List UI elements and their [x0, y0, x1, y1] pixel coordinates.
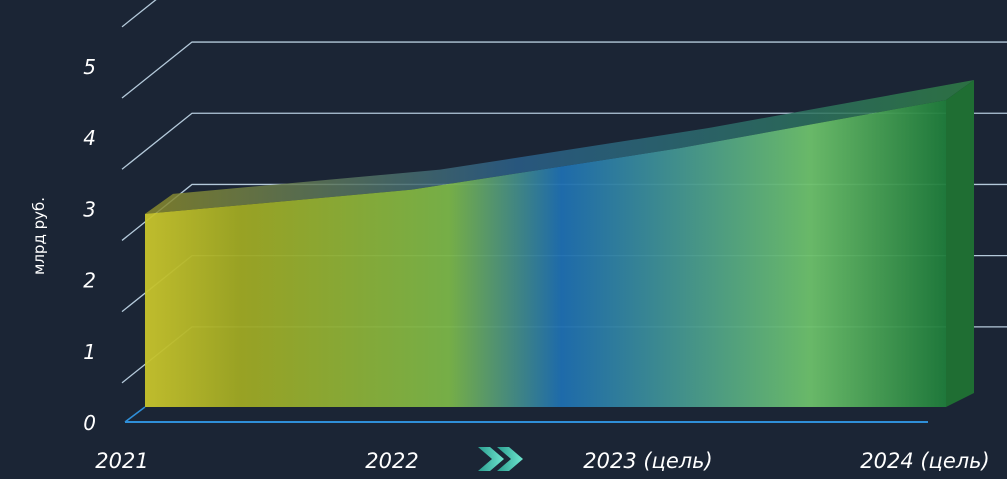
baseline-depth [125, 407, 145, 422]
area-front-face [145, 100, 946, 407]
gridline [122, 42, 1007, 98]
y-tick-label: 4 [83, 126, 96, 150]
y-tick-label: 3 [83, 197, 96, 221]
arrow-group [478, 447, 523, 471]
y-tick-label: 1 [83, 340, 96, 364]
double-chevron-right-icon [478, 447, 523, 471]
y-tick-label: 5 [83, 55, 96, 79]
y-tick-label: 2 [83, 269, 96, 293]
x-tick-label: 2021 [95, 449, 148, 473]
x-tick-label: 2022 [365, 449, 418, 473]
gridline [122, 0, 1007, 27]
x-tick-label: 2024 (цель) [860, 449, 990, 473]
y-tick-label: 0 [83, 411, 96, 435]
area-side-face [946, 80, 974, 407]
y-tick-labels: 0 1 2 3 4 5 [83, 55, 96, 435]
chevron-icon [478, 447, 504, 471]
area-series [145, 80, 974, 407]
x-tick-labels: 2021 2022 2023 (цель) 2024 (цель) [95, 449, 989, 473]
y-axis-label: млрд руб. [30, 197, 48, 275]
x-tick-label: 2023 (цель) [583, 449, 713, 473]
